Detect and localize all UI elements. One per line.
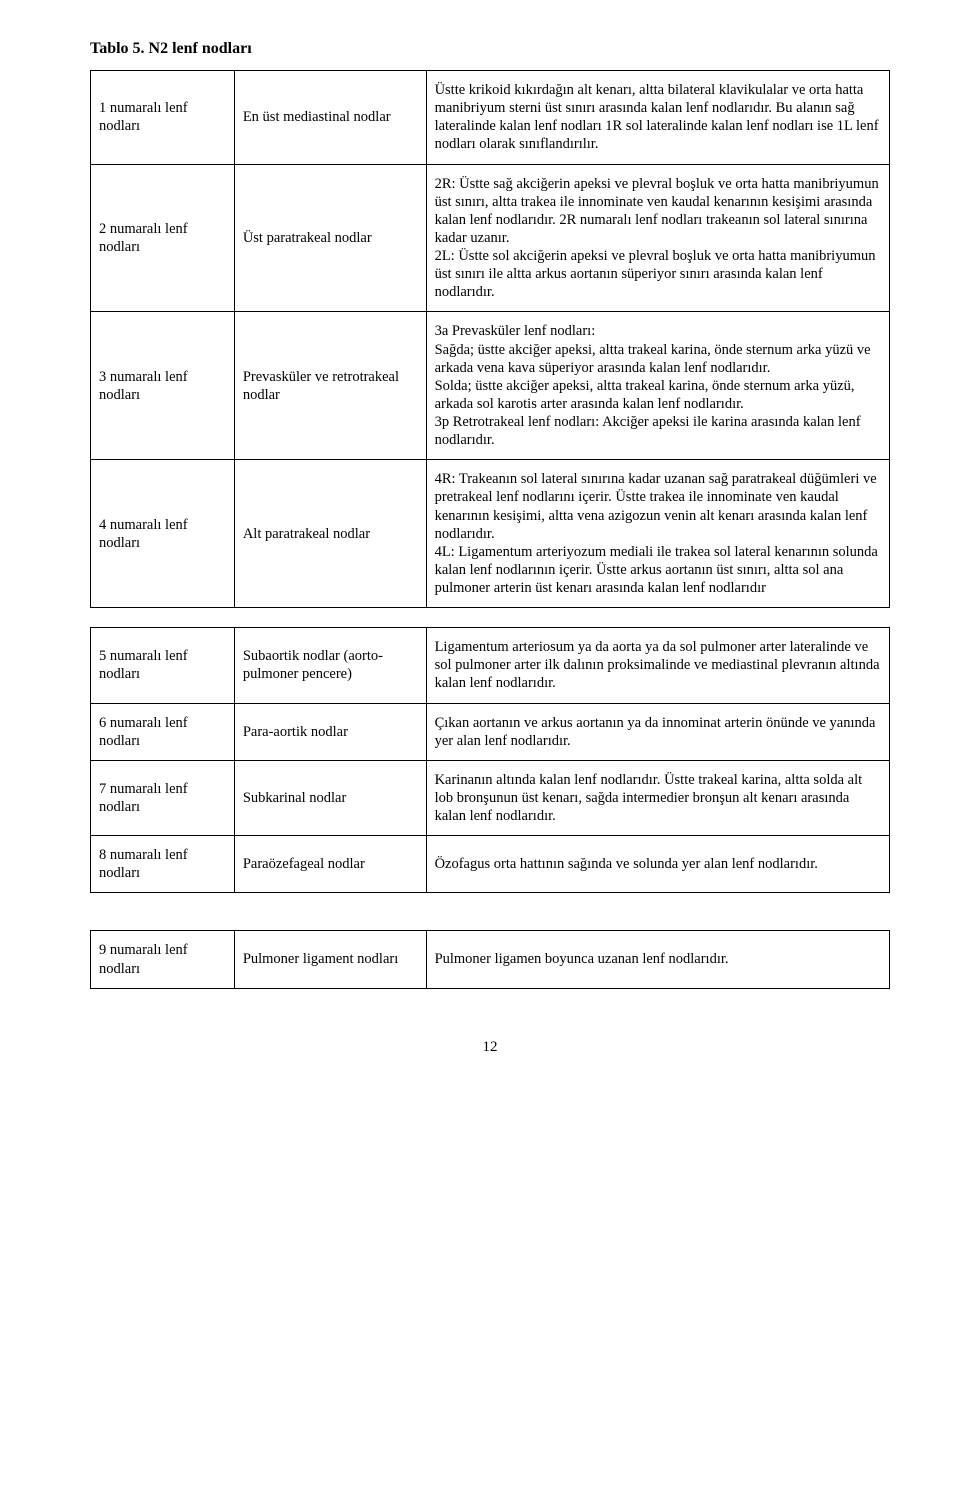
cell-type: Paraözefageal nodlar [234,836,426,893]
table-title: Tablo 5. N2 lenf nodları [90,40,890,58]
cell-type: Subkarinal nodlar [234,760,426,835]
cell-type: Pulmoner ligament nodları [234,931,426,988]
cell-type: Subaortik nodlar (aorto-pulmoner pencere… [234,628,426,703]
table-row: 6 numaralı lenf nodları Para-aortik nodl… [91,703,890,760]
cell-desc: Karinanın altında kalan lenf nodlarıdır.… [426,760,889,835]
cell-desc: Üstte krikoid kıkırdağın alt kenarı, alt… [426,71,889,165]
spacer-row [91,608,890,628]
cell-desc: Ligamentum arteriosum ya da aorta ya da … [426,628,889,703]
main-table: 1 numaralı lenf nodları En üst mediastin… [90,70,890,989]
cell-label: 1 numaralı lenf nodları [91,71,235,165]
table-row: 7 numaralı lenf nodları Subkarinal nodla… [91,760,890,835]
table-row: 4 numaralı lenf nodları Alt paratrakeal … [91,460,890,608]
cell-type: Alt paratrakeal nodlar [234,460,426,608]
table-row: 8 numaralı lenf nodları Paraözefageal no… [91,836,890,893]
cell-type: Para-aortik nodlar [234,703,426,760]
cell-type: Üst paratrakeal nodlar [234,164,426,312]
cell-type: En üst mediastinal nodlar [234,71,426,165]
cell-label: 9 numaralı lenf nodları [91,931,235,988]
table-row: 1 numaralı lenf nodları En üst mediastin… [91,71,890,165]
cell-label: 8 numaralı lenf nodları [91,836,235,893]
spacer-row [91,893,890,931]
cell-desc: Çıkan aortanın ve arkus aortanın ya da i… [426,703,889,760]
cell-type: Prevasküler ve retrotrakeal nodlar [234,312,426,460]
cell-label: 5 numaralı lenf nodları [91,628,235,703]
cell-desc: 4R: Trakeanın sol lateral sınırına kadar… [426,460,889,608]
cell-desc: 3a Prevasküler lenf nodları:Sağda; üstte… [426,312,889,460]
cell-label: 7 numaralı lenf nodları [91,760,235,835]
cell-desc: Özofagus orta hattının sağında ve solund… [426,836,889,893]
cell-desc: 2R: Üstte sağ akciğerin apeksi ve plevra… [426,164,889,312]
table-row: 2 numaralı lenf nodları Üst paratrakeal … [91,164,890,312]
page-number: 12 [90,1039,890,1056]
cell-label: 3 numaralı lenf nodları [91,312,235,460]
cell-label: 6 numaralı lenf nodları [91,703,235,760]
cell-label: 4 numaralı lenf nodları [91,460,235,608]
table-row: 3 numaralı lenf nodları Prevasküler ve r… [91,312,890,460]
table-row: 9 numaralı lenf nodları Pulmoner ligamen… [91,931,890,988]
cell-label: 2 numaralı lenf nodları [91,164,235,312]
cell-desc: Pulmoner ligamen boyunca uzanan lenf nod… [426,931,889,988]
table-row: 5 numaralı lenf nodları Subaortik nodlar… [91,628,890,703]
